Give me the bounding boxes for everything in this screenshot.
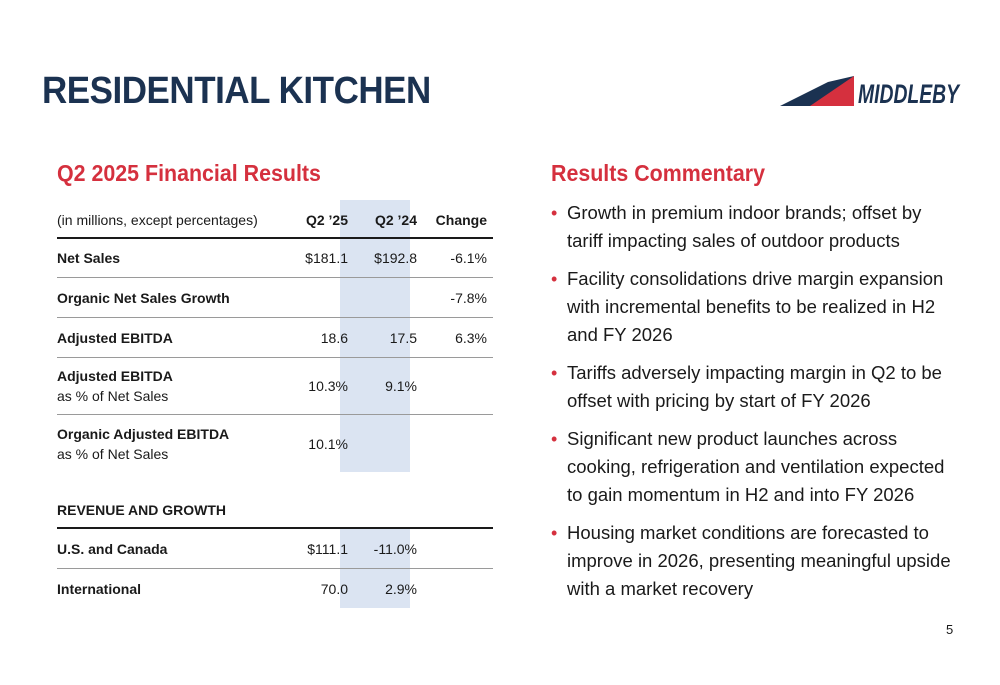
- row-change: -6.1%: [450, 250, 487, 266]
- row-q2-25: 10.3%: [308, 378, 348, 394]
- row-q2-25: $111.1: [307, 541, 348, 557]
- commentary-list: • Growth in premium indoor brands; offset…: [551, 199, 951, 613]
- row-divider: [57, 277, 493, 278]
- row-q2-24: $192.8: [374, 250, 417, 266]
- page-title: RESIDENTIAL KITCHEN: [42, 70, 431, 112]
- row-divider: [57, 317, 493, 318]
- row-divider: [57, 357, 493, 358]
- row-label-main: Organic Adjusted EBITDA: [57, 426, 230, 442]
- header-divider: [57, 237, 493, 239]
- commentary-text: Housing market conditions are forecasted…: [567, 522, 951, 599]
- commentary-title: Results Commentary: [551, 160, 765, 186]
- row-label: U.S. and Canada: [57, 541, 168, 557]
- row-q2-25: 18.6: [320, 330, 348, 346]
- list-item: • Tariffs adversely impacting margin in Q…: [551, 359, 951, 415]
- row-q2-25: 10.1%: [308, 436, 348, 452]
- commentary-text: Tariffs adversely impacting margin in Q2…: [567, 362, 942, 411]
- commentary-text: Facility consolidations drive margin exp…: [567, 268, 944, 345]
- row-label-main: Adjusted EBITDA: [57, 368, 173, 384]
- bullet-icon: •: [551, 523, 558, 543]
- row-q2-24: 17.5: [389, 330, 417, 346]
- page-number: 5: [946, 622, 954, 637]
- row-q2-24: -11.0%: [373, 541, 417, 557]
- row-q2-24: 9.1%: [385, 378, 417, 394]
- row-change: 6.3%: [455, 330, 487, 346]
- bullet-icon: •: [551, 203, 558, 223]
- financial-results-title: Q2 2025 Financial Results: [57, 160, 321, 186]
- logo-red-shape: [810, 76, 854, 106]
- row-change: -7.8%: [450, 290, 487, 306]
- row-divider: [57, 568, 493, 569]
- row-label: International: [57, 581, 142, 597]
- row-sublabel: as % of Net Sales: [57, 388, 169, 404]
- middleby-logo: MIDDLEBY: [780, 76, 961, 108]
- revenue-growth-heading: REVENUE AND GROWTH: [57, 502, 227, 518]
- row-label: Organic Net Sales Growth: [57, 290, 230, 306]
- current-quarter-highlight: [340, 200, 410, 472]
- row-label: Adjusted EBITDA: [57, 330, 173, 346]
- list-item: • Facility consolidations drive margin ex…: [551, 265, 951, 349]
- row-q2-25: $181.1: [305, 250, 348, 266]
- table-header-label: (in millions, except percentages): [57, 212, 258, 228]
- table-header-q2-24: Q2 ’24: [374, 212, 417, 228]
- row-sublabel: as % of Net Sales: [57, 446, 169, 462]
- section-divider: [57, 527, 493, 529]
- list-item: • Significant new product launches across…: [551, 425, 951, 509]
- row-divider: [57, 414, 493, 415]
- table-header-q2-25: Q2 ’25: [305, 212, 348, 228]
- row-label: Organic Adjusted EBITDA as % of Net Sale…: [57, 426, 229, 462]
- commentary-text: Growth in premium indoor brands; offset …: [567, 202, 922, 251]
- row-q2-25: 70.0: [320, 581, 348, 597]
- svg-text:MIDDLEBY: MIDDLEBY: [858, 79, 961, 108]
- row-label: Adjusted EBITDA as % of Net Sales: [57, 368, 173, 404]
- row-label: Net Sales: [57, 250, 121, 266]
- list-item: • Housing market conditions are forecaste…: [551, 519, 951, 603]
- list-item: • Growth in premium indoor brands; offset…: [551, 199, 951, 255]
- commentary-text: Significant new product launches across …: [567, 428, 945, 505]
- table-header-change: Change: [435, 212, 487, 228]
- bullet-icon: •: [551, 429, 558, 449]
- bullet-icon: •: [551, 269, 558, 289]
- bullet-icon: •: [551, 363, 558, 383]
- row-q2-24: 2.9%: [385, 581, 417, 597]
